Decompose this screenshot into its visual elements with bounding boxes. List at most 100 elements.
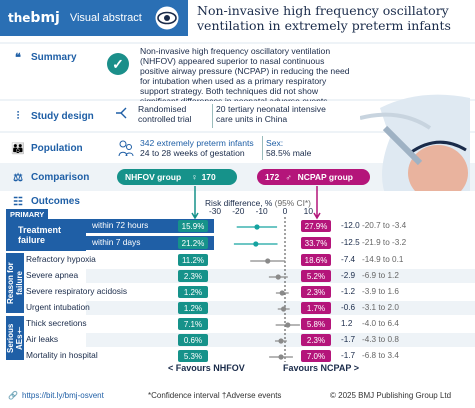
outcome-label: Thick secretions: [26, 318, 87, 328]
ncpap-value: 1.7%: [301, 302, 331, 314]
eye-icon: [155, 6, 179, 30]
nhfov-value: 7.1%: [178, 318, 208, 330]
point-estimate: [285, 322, 291, 328]
infant-icon: [118, 140, 134, 157]
ncpap-value: 33.7%: [301, 237, 331, 249]
nhfov-group-pill: NHFOV group ♀ 170: [117, 169, 237, 185]
ncpap-group-pill: 172 ♂ NCPAP group: [257, 169, 370, 185]
people-icon: 👪: [11, 143, 25, 155]
axis-tick-label: -30: [209, 206, 221, 216]
confidence-interval: -3.9 to 1.6: [362, 287, 399, 296]
outcome-label: within 7 days: [92, 237, 141, 247]
group-arrow: [313, 186, 321, 220]
risk-difference: -0.6: [341, 303, 356, 312]
point-estimate: [278, 354, 284, 360]
point-estimate: [279, 290, 285, 296]
sex-value: 58.5% male: [266, 148, 312, 158]
risk-difference: 1.2: [341, 319, 353, 328]
outcome-label: Air leaks: [26, 334, 59, 344]
outcomes-label: ☷ Outcomes: [10, 195, 80, 208]
axis-tick-label: 0: [283, 206, 288, 216]
branch-icon: ⫶: [16, 110, 20, 122]
confidence-interval: -14.9 to 0.1: [362, 255, 404, 264]
point-estimate: [254, 224, 260, 230]
outcome-label: within 72 hours: [92, 220, 149, 230]
link-icon: 🔗: [8, 391, 18, 400]
scale-icon: ⚖: [13, 172, 23, 184]
point-estimate: [278, 338, 284, 344]
nhfov-value: 2.3%: [178, 270, 208, 282]
confidence-interval: -20.7 to -3.4: [362, 221, 407, 230]
risk-difference: -1.7: [341, 351, 356, 360]
check-icon: ✓: [107, 53, 129, 75]
population-age: 24 to 28 weeks of gestation: [140, 148, 245, 158]
axis-tick-label: -20: [232, 206, 244, 216]
confidence-interval: -3.1 to 2.0: [362, 303, 399, 312]
favours-nhfov-label: < Favours NHFOV: [168, 363, 245, 373]
risk-difference: -12.5: [341, 238, 360, 247]
ncpap-value: 18.6%: [301, 254, 331, 266]
outcome-label: Refractory hypoxia: [26, 254, 96, 264]
group-arrow: [191, 186, 199, 220]
population-label: 👪 Population: [11, 143, 83, 155]
outcome-label: Urgent intubation: [26, 302, 90, 312]
confidence-interval: -6.9 to 1.2: [362, 271, 399, 280]
nhfov-value: 0.6%: [178, 334, 208, 346]
point-estimate: [265, 258, 271, 264]
treatment-failure-group: Treatment failure: [6, 219, 86, 251]
quote-icon: ❝: [15, 52, 21, 64]
favours-ncpap-label: Favours NCPAP >: [283, 363, 359, 373]
design-type: Randomised controlled trial: [138, 104, 192, 124]
brand-bar: thebmj Visual abstract: [0, 0, 188, 36]
confidence-interval: -21.9 to -3.2: [362, 238, 407, 247]
axis-tick-label: -10: [256, 206, 268, 216]
design-setting: 20 tertiary neonatal intensive care unit…: [216, 104, 326, 124]
population-count: 342 extremely preterm infants: [140, 138, 254, 148]
divider: [212, 104, 213, 128]
nhfov-value: 15.9%: [178, 220, 208, 232]
point-estimate: [281, 306, 287, 312]
comparison-label: ⚖ Comparison: [10, 171, 89, 184]
rd-header: Risk difference, % (95% CI*): [205, 198, 311, 208]
sex-label: Sex:: [266, 138, 284, 148]
divider: [262, 136, 263, 160]
infant-ventilator-illustration: [360, 94, 470, 218]
nhfov-value: 1.2%: [178, 286, 208, 298]
bmj-logo: thebmj: [8, 10, 60, 26]
confidence-interval: -6.8 to 3.4: [362, 351, 399, 360]
page-title: Non-invasive high frequency oscillatory …: [197, 3, 451, 33]
ncpap-value: 5.2%: [301, 270, 331, 282]
primary-badge: PRIMARY: [6, 209, 49, 220]
design-label: ⫶ Study design: [10, 110, 94, 123]
risk-difference: -7.4: [341, 255, 356, 264]
risk-difference: -12.0: [341, 221, 360, 230]
ncpap-value: 5.8%: [301, 318, 331, 330]
axis-tick-label: 10: [304, 206, 314, 216]
ncpap-value: 27.9%: [301, 220, 331, 232]
risk-difference: -1.7: [341, 335, 356, 344]
outcome-label: Severe apnea: [26, 270, 79, 280]
section-label: Visual abstract: [69, 12, 142, 24]
summary-label: ❝ Summary: [10, 51, 77, 64]
split-icon: [116, 107, 127, 119]
nhfov-value: 1.2%: [178, 302, 208, 314]
ncpap-value: 2.3%: [301, 286, 331, 298]
point-estimate: [253, 241, 259, 247]
risk-difference: -1.2: [341, 287, 356, 296]
list-icon: ☷: [13, 196, 23, 208]
risk-difference: -2.9: [341, 271, 356, 280]
header: thebmj Visual abstract Non-invasive high…: [0, 0, 475, 42]
ncpap-value: 2.3%: [301, 334, 331, 346]
nhfov-value: 21.2%: [178, 237, 208, 249]
article-link[interactable]: https://bit.ly/bmj-osvent: [22, 391, 104, 400]
confidence-interval: -4.0 to 6.4: [362, 319, 399, 328]
ncpap-value: 7.0%: [301, 350, 331, 362]
confidence-interval: -4.3 to 0.8: [362, 335, 399, 344]
footer: 🔗 https://bit.ly/bmj-osvent *Confidence …: [0, 384, 475, 408]
outcome-label: Mortality in hospital: [26, 350, 98, 360]
nhfov-value: 5.3%: [178, 350, 208, 362]
point-estimate: [275, 274, 281, 280]
outcome-label: Severe respiratory acidosis: [26, 286, 128, 296]
copyright: © 2025 BMJ Publishing Group Ltd: [330, 391, 452, 400]
